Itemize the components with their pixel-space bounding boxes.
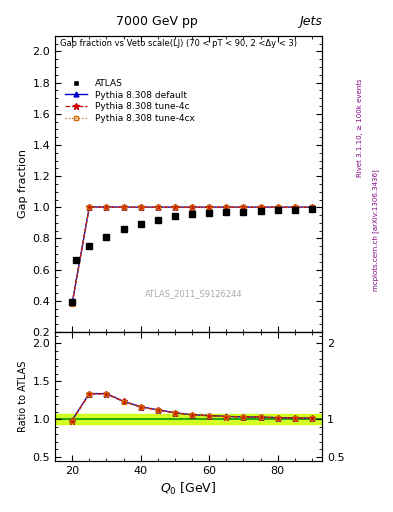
X-axis label: $Q_0$ [GeV]: $Q_0$ [GeV] — [160, 481, 217, 497]
Bar — [55, 414, 322, 424]
Text: Jets: Jets — [299, 15, 322, 29]
Y-axis label: Gap fraction: Gap fraction — [18, 150, 28, 219]
Text: Gap fraction vs Veto scale(LJ) (70 < pT < 90, 2 <Δy < 3): Gap fraction vs Veto scale(LJ) (70 < pT … — [61, 39, 298, 48]
Text: ATLAS_2011_S9126244: ATLAS_2011_S9126244 — [145, 289, 243, 298]
Text: mcplots.cern.ch [arXiv:1306.3436]: mcplots.cern.ch [arXiv:1306.3436] — [372, 169, 379, 291]
Text: Rivet 3.1.10, ≥ 100k events: Rivet 3.1.10, ≥ 100k events — [356, 79, 363, 177]
Y-axis label: Ratio to ATLAS: Ratio to ATLAS — [18, 361, 28, 432]
Text: 7000 GeV pp: 7000 GeV pp — [116, 15, 197, 29]
Legend: ATLAS, Pythia 8.308 default, Pythia 8.308 tune-4c, Pythia 8.308 tune-4cx: ATLAS, Pythia 8.308 default, Pythia 8.30… — [65, 79, 195, 123]
